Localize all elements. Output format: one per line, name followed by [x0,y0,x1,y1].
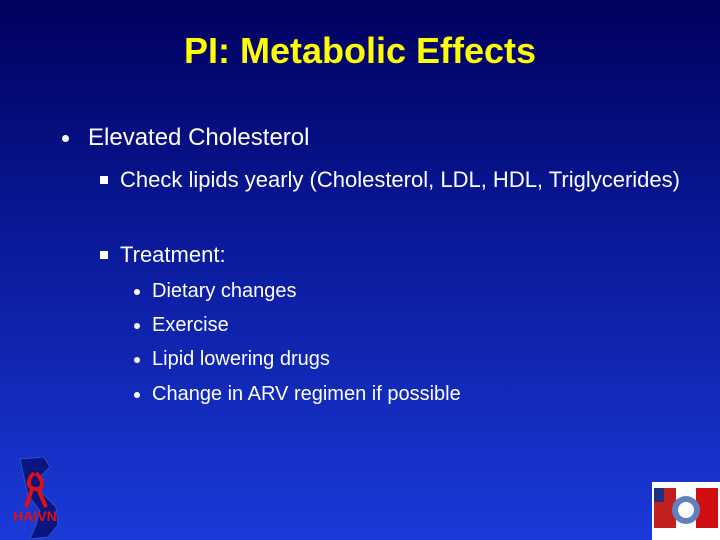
map-shape [19,456,59,540]
item-text: Change in ARV regimen if possible [152,383,461,405]
sub-bullet-text: Check lipids yearly (Cholesterol, LDL, H… [120,167,680,192]
item-marker [134,392,140,398]
flag [696,488,718,528]
item-text: Exercise [152,314,229,336]
ribbon [24,471,48,508]
globe [678,502,694,518]
sub-bullet-marker [100,251,108,259]
sub-bullet-text: Treatment: [120,242,226,267]
bullet-marker [62,135,69,142]
logo-right [652,482,720,540]
item-text: Dietary changes [152,280,297,302]
item-marker [134,357,140,363]
flag [654,488,664,502]
item-marker [134,323,140,329]
item-text: Lipid lowering drugs [152,348,330,370]
slide-title: PI: Metabolic Effects [183,30,537,71]
bullet-text: Elevated Cholesterol [88,124,310,151]
logo-left: HAIVN [13,456,59,540]
logo-label: HAIVN [13,508,57,524]
sub-bullet-marker [100,176,108,184]
item-marker [134,289,140,295]
